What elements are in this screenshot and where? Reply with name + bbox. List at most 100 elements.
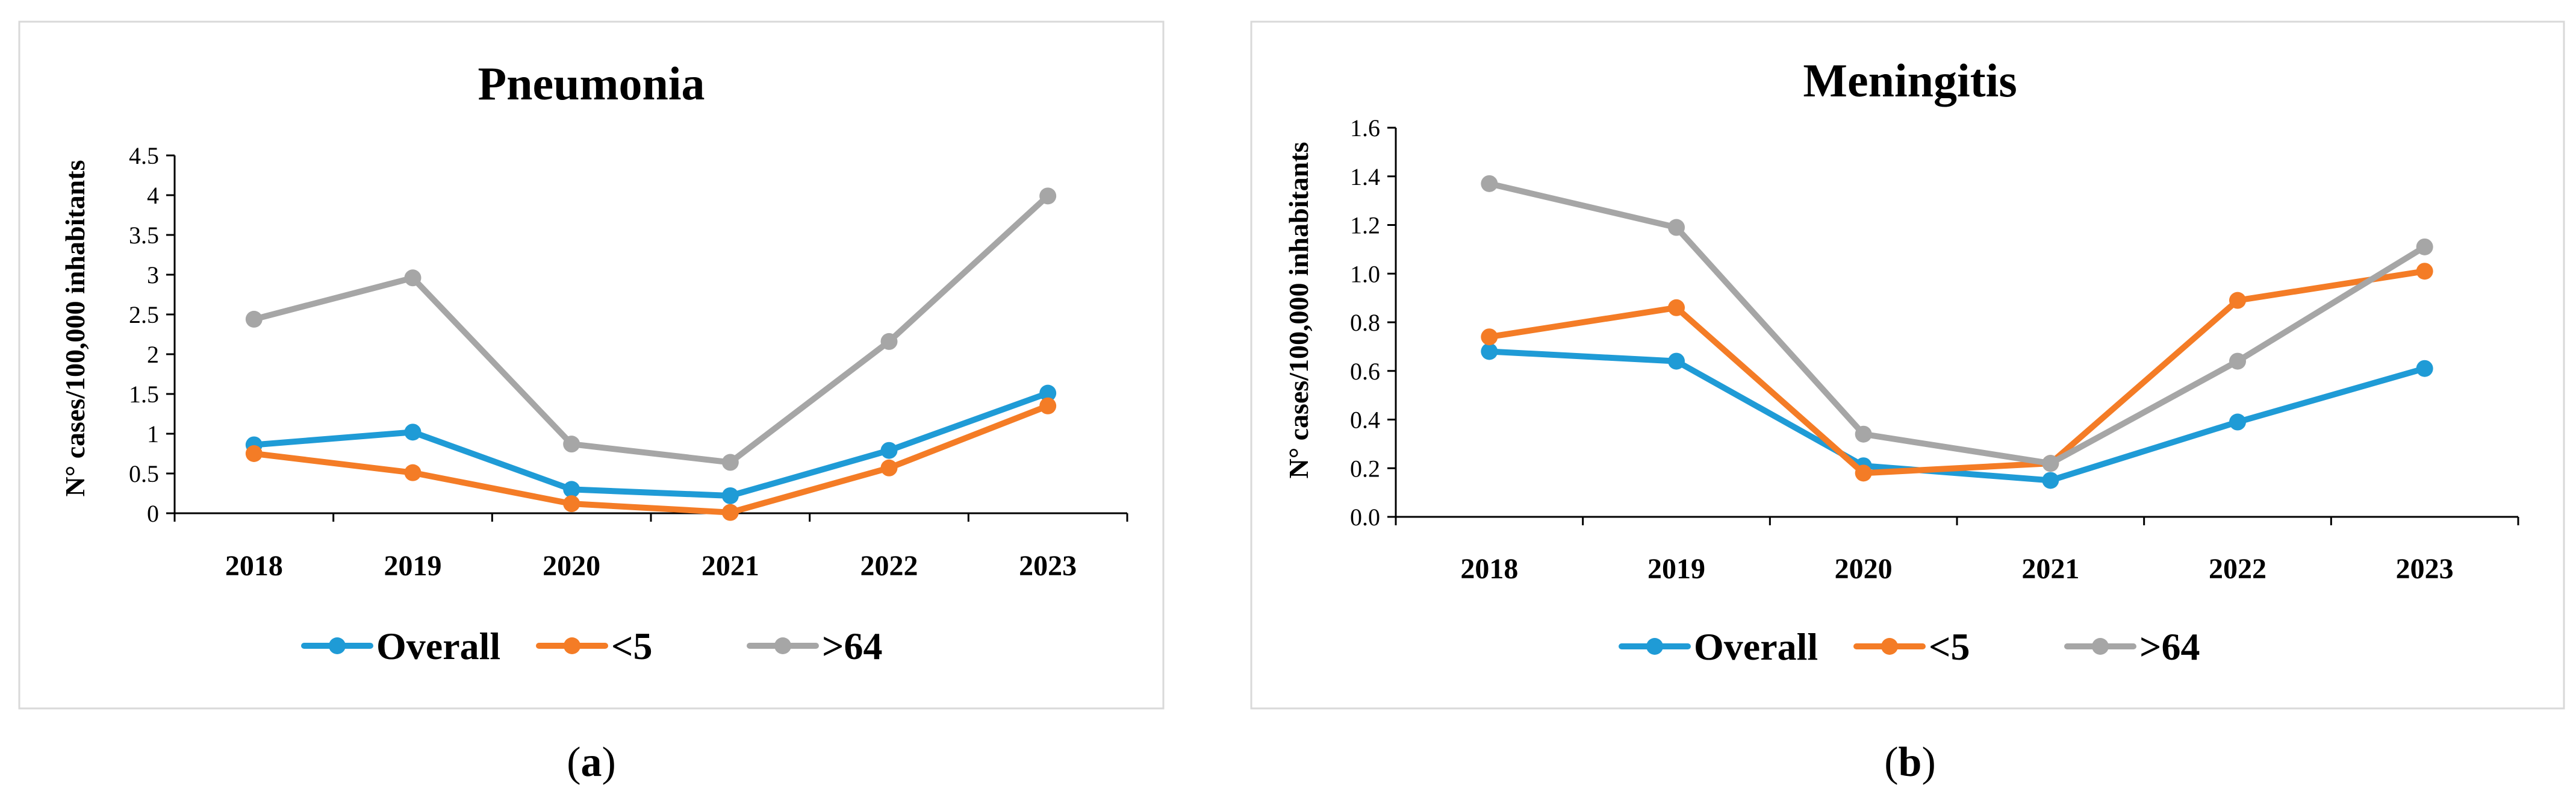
data-point: [404, 423, 422, 441]
series-line: [250, 402, 1051, 516]
series-over64: [245, 187, 1057, 471]
data-point: [1039, 397, 1057, 414]
legend-label: Overall: [1694, 625, 1818, 668]
x-tick-label: 2018: [225, 550, 283, 582]
series-line: [250, 193, 1051, 466]
y-tick-label: 2.5: [129, 301, 159, 328]
y-tick-label: 1.5: [129, 381, 159, 408]
data-point: [245, 310, 263, 328]
legend-swatch-marker: [1881, 638, 1898, 655]
data-point: [2229, 413, 2246, 431]
legend-item: Overall: [1619, 625, 1818, 668]
legend-swatch-marker: [1646, 638, 1663, 655]
x-tick-label: 2021: [702, 550, 759, 582]
legend-label: <5: [611, 625, 652, 667]
panel-frame: [18, 20, 1165, 710]
data-point: [1668, 352, 1685, 370]
legend-item: >64: [2064, 625, 2200, 668]
y-tick-label: 0.6: [1350, 358, 1380, 385]
legend: Overall <5 >64: [301, 625, 882, 667]
panel-meningitis: Meningitis N° cases/100,000 inhabitants …: [1250, 20, 2565, 786]
caption-close: ): [602, 739, 616, 786]
caption-letter: b: [1899, 739, 1922, 786]
series-line: [1486, 348, 2428, 484]
x-tick-label: 2019: [1647, 553, 1705, 585]
caption-letter: a: [581, 739, 602, 786]
data-point: [2416, 360, 2433, 377]
data-point: [2229, 352, 2246, 370]
legend-label: <5: [1929, 625, 1970, 668]
x-tick-label: 2022: [2209, 553, 2266, 585]
legend-swatch-marker: [329, 637, 346, 654]
data-point: [1039, 187, 1057, 205]
y-tick-label: 3.5: [129, 222, 159, 249]
series: [245, 187, 1057, 521]
data-point: [721, 454, 739, 471]
x-tick-label: 2018: [1460, 553, 1518, 585]
series-line: [250, 390, 1051, 499]
y-axis-label: N° cases/100,000 inhabitants: [1283, 142, 1314, 479]
y-tick-label: 0: [147, 500, 159, 527]
y-tick-label: 1.6: [1350, 114, 1380, 142]
data-point: [880, 442, 898, 459]
caption-open: (: [1884, 739, 1898, 786]
legend-swatch-marker: [774, 637, 791, 654]
data-point: [721, 504, 739, 521]
data-point: [1668, 219, 1685, 236]
x-tick-label: 2019: [384, 550, 442, 582]
y-ticks: 0 0.5 1 1.5 2 2.5 3 3.5 4 4.5: [129, 142, 175, 527]
legend-label: >64: [2139, 625, 2200, 668]
y-tick-label: 0.8: [1350, 309, 1380, 336]
data-point: [1481, 328, 1498, 346]
legend-item: <5: [536, 625, 652, 667]
legend-item: <5: [1853, 625, 1970, 668]
x-tick-label: 2020: [543, 550, 600, 582]
legend-label: Overall: [376, 625, 500, 667]
y-tick-label: 0.0: [1350, 504, 1380, 531]
chart-title: Pneumonia: [478, 57, 705, 110]
x-tick-label: 2023: [2396, 553, 2454, 585]
y-tick-label: 1.2: [1350, 212, 1380, 239]
caption-close: ): [1921, 739, 1935, 786]
series-overall: [1481, 343, 2433, 489]
x-tick-label: 2021: [2021, 553, 2079, 585]
y-tick-label: 1.4: [1350, 163, 1380, 190]
data-point: [1855, 464, 1872, 482]
data-point: [404, 464, 422, 481]
data-point: [2042, 472, 2059, 489]
data-point: [1481, 343, 1498, 360]
y-tick-label: 4.5: [129, 142, 159, 169]
data-point: [563, 436, 580, 453]
panel-caption: (a): [567, 739, 616, 786]
data-point: [563, 495, 580, 513]
series-overall: [245, 384, 1057, 504]
data-point: [1855, 425, 1872, 443]
y-tick-label: 3: [147, 261, 159, 289]
y-axis-label: N° cases/100,000 inhabitants: [60, 160, 90, 497]
y-ticks: 0.0 0.2 0.4 0.6 0.8 1.0 1.2 1.4 1.6: [1350, 114, 1396, 531]
y-tick-label: 1: [147, 420, 159, 448]
legend-item: Overall: [301, 625, 500, 667]
data-point: [245, 445, 263, 462]
legend-item: >64: [747, 625, 882, 667]
legend-swatch-marker: [2092, 638, 2109, 655]
x-tick-label: 2020: [1835, 553, 1893, 585]
caption-open: (: [567, 739, 580, 786]
series-under5: [245, 397, 1057, 521]
y-tick-label: 0.5: [129, 460, 159, 487]
y-tick-label: 2: [147, 341, 159, 368]
data-point: [880, 333, 898, 350]
data-point: [2416, 238, 2433, 255]
data-point: [721, 487, 739, 504]
y-tick-label: 0.4: [1350, 407, 1380, 434]
legend: Overall <5 >64: [1619, 625, 2200, 668]
y-tick-label: 1.0: [1350, 260, 1380, 287]
y-tick-label: 4: [147, 182, 159, 209]
chart-title: Meningitis: [1803, 54, 2017, 107]
data-point: [2229, 292, 2246, 309]
data-point: [563, 481, 580, 498]
x-ticks: 2018 2019 2020 2021 2022 2023: [1395, 517, 2519, 585]
x-ticks: 2018 2019 2020 2021 2022 2023: [173, 513, 1128, 582]
x-tick-label: 2023: [1019, 550, 1077, 582]
